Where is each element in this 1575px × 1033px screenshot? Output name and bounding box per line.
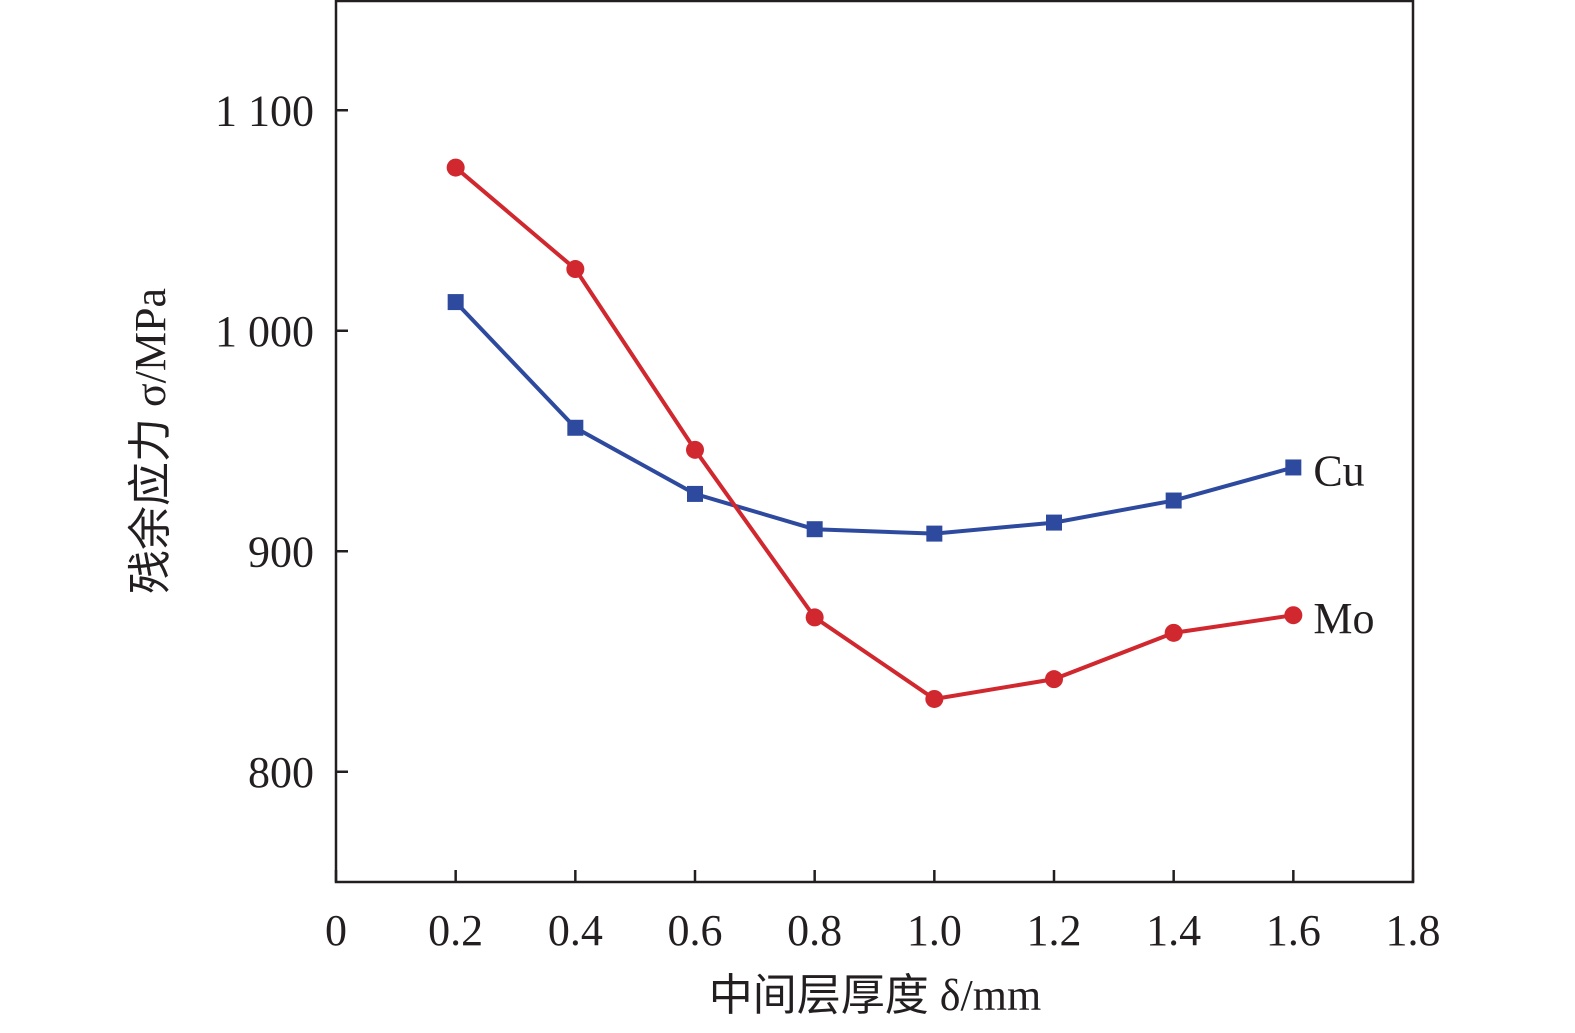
- series-line: [454, 300, 1294, 536]
- data-point: [806, 521, 823, 538]
- x-tick-label: 1.4: [1146, 906, 1201, 955]
- data-point: [447, 294, 464, 311]
- plot-frame: [334, 0, 1415, 884]
- data-point: [1046, 514, 1062, 531]
- y-tick-label: 900: [248, 527, 314, 576]
- data-point: [1284, 606, 1303, 625]
- data-point: [1285, 459, 1302, 476]
- data-point: [567, 419, 584, 436]
- x-tick-label: 1.0: [907, 906, 962, 955]
- series-line: [454, 166, 1294, 702]
- x-tick-label: 0: [325, 906, 347, 955]
- data-point: [925, 689, 944, 708]
- x-tick-label: 1.6: [1266, 906, 1321, 955]
- x-tick-label: 0.8: [787, 906, 842, 955]
- data-point: [805, 608, 824, 627]
- x-tick-label: 1.2: [1027, 906, 1082, 955]
- y-tick-label: 1 100: [215, 86, 314, 135]
- series-cu: Cu: [447, 294, 1365, 542]
- y-tick-label: 800: [248, 748, 314, 797]
- series-label: Mo: [1313, 594, 1374, 643]
- x-tick-label: 0.4: [548, 906, 603, 955]
- data-point: [926, 525, 943, 542]
- x-tick-label: 0.2: [428, 906, 483, 955]
- data-point: [1045, 670, 1063, 689]
- x-tick-label: 0.6: [668, 906, 723, 955]
- series-label: Cu: [1313, 446, 1364, 495]
- data-point: [566, 260, 585, 279]
- series-mo: Mo: [446, 158, 1374, 708]
- data-point: [446, 158, 465, 177]
- x-axis-title: 中间层厚度 δ/mm: [709, 971, 1041, 1020]
- data-point: [1164, 623, 1183, 642]
- x-tick-label: 1.8: [1386, 906, 1441, 955]
- data-point: [1165, 492, 1182, 509]
- data-point: [687, 485, 703, 502]
- y-axis-title: 残余应力 σ/MPa: [126, 288, 175, 594]
- data-point: [686, 440, 704, 459]
- y-tick-label: 1 000: [215, 307, 314, 356]
